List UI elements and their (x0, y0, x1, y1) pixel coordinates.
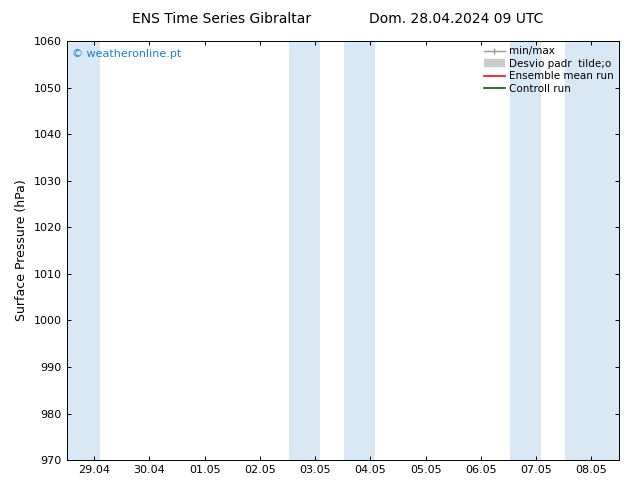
Bar (565, 41, 619, 460)
Legend: min/max, Desvio padr  tilde;o, Ensemble mean run, Controll run: min/max, Desvio padr tilde;o, Ensemble m… (482, 44, 616, 96)
Text: ENS Time Series Gibraltar: ENS Time Series Gibraltar (133, 12, 311, 26)
Text: Dom. 28.04.2024 09 UTC: Dom. 28.04.2024 09 UTC (369, 12, 544, 26)
Y-axis label: Surface Pressure (hPa): Surface Pressure (hPa) (15, 180, 28, 321)
Bar (288, 41, 320, 460)
Bar (344, 41, 375, 460)
Bar (510, 41, 541, 460)
Bar (67, 41, 100, 460)
Text: © weatheronline.pt: © weatheronline.pt (72, 49, 181, 59)
